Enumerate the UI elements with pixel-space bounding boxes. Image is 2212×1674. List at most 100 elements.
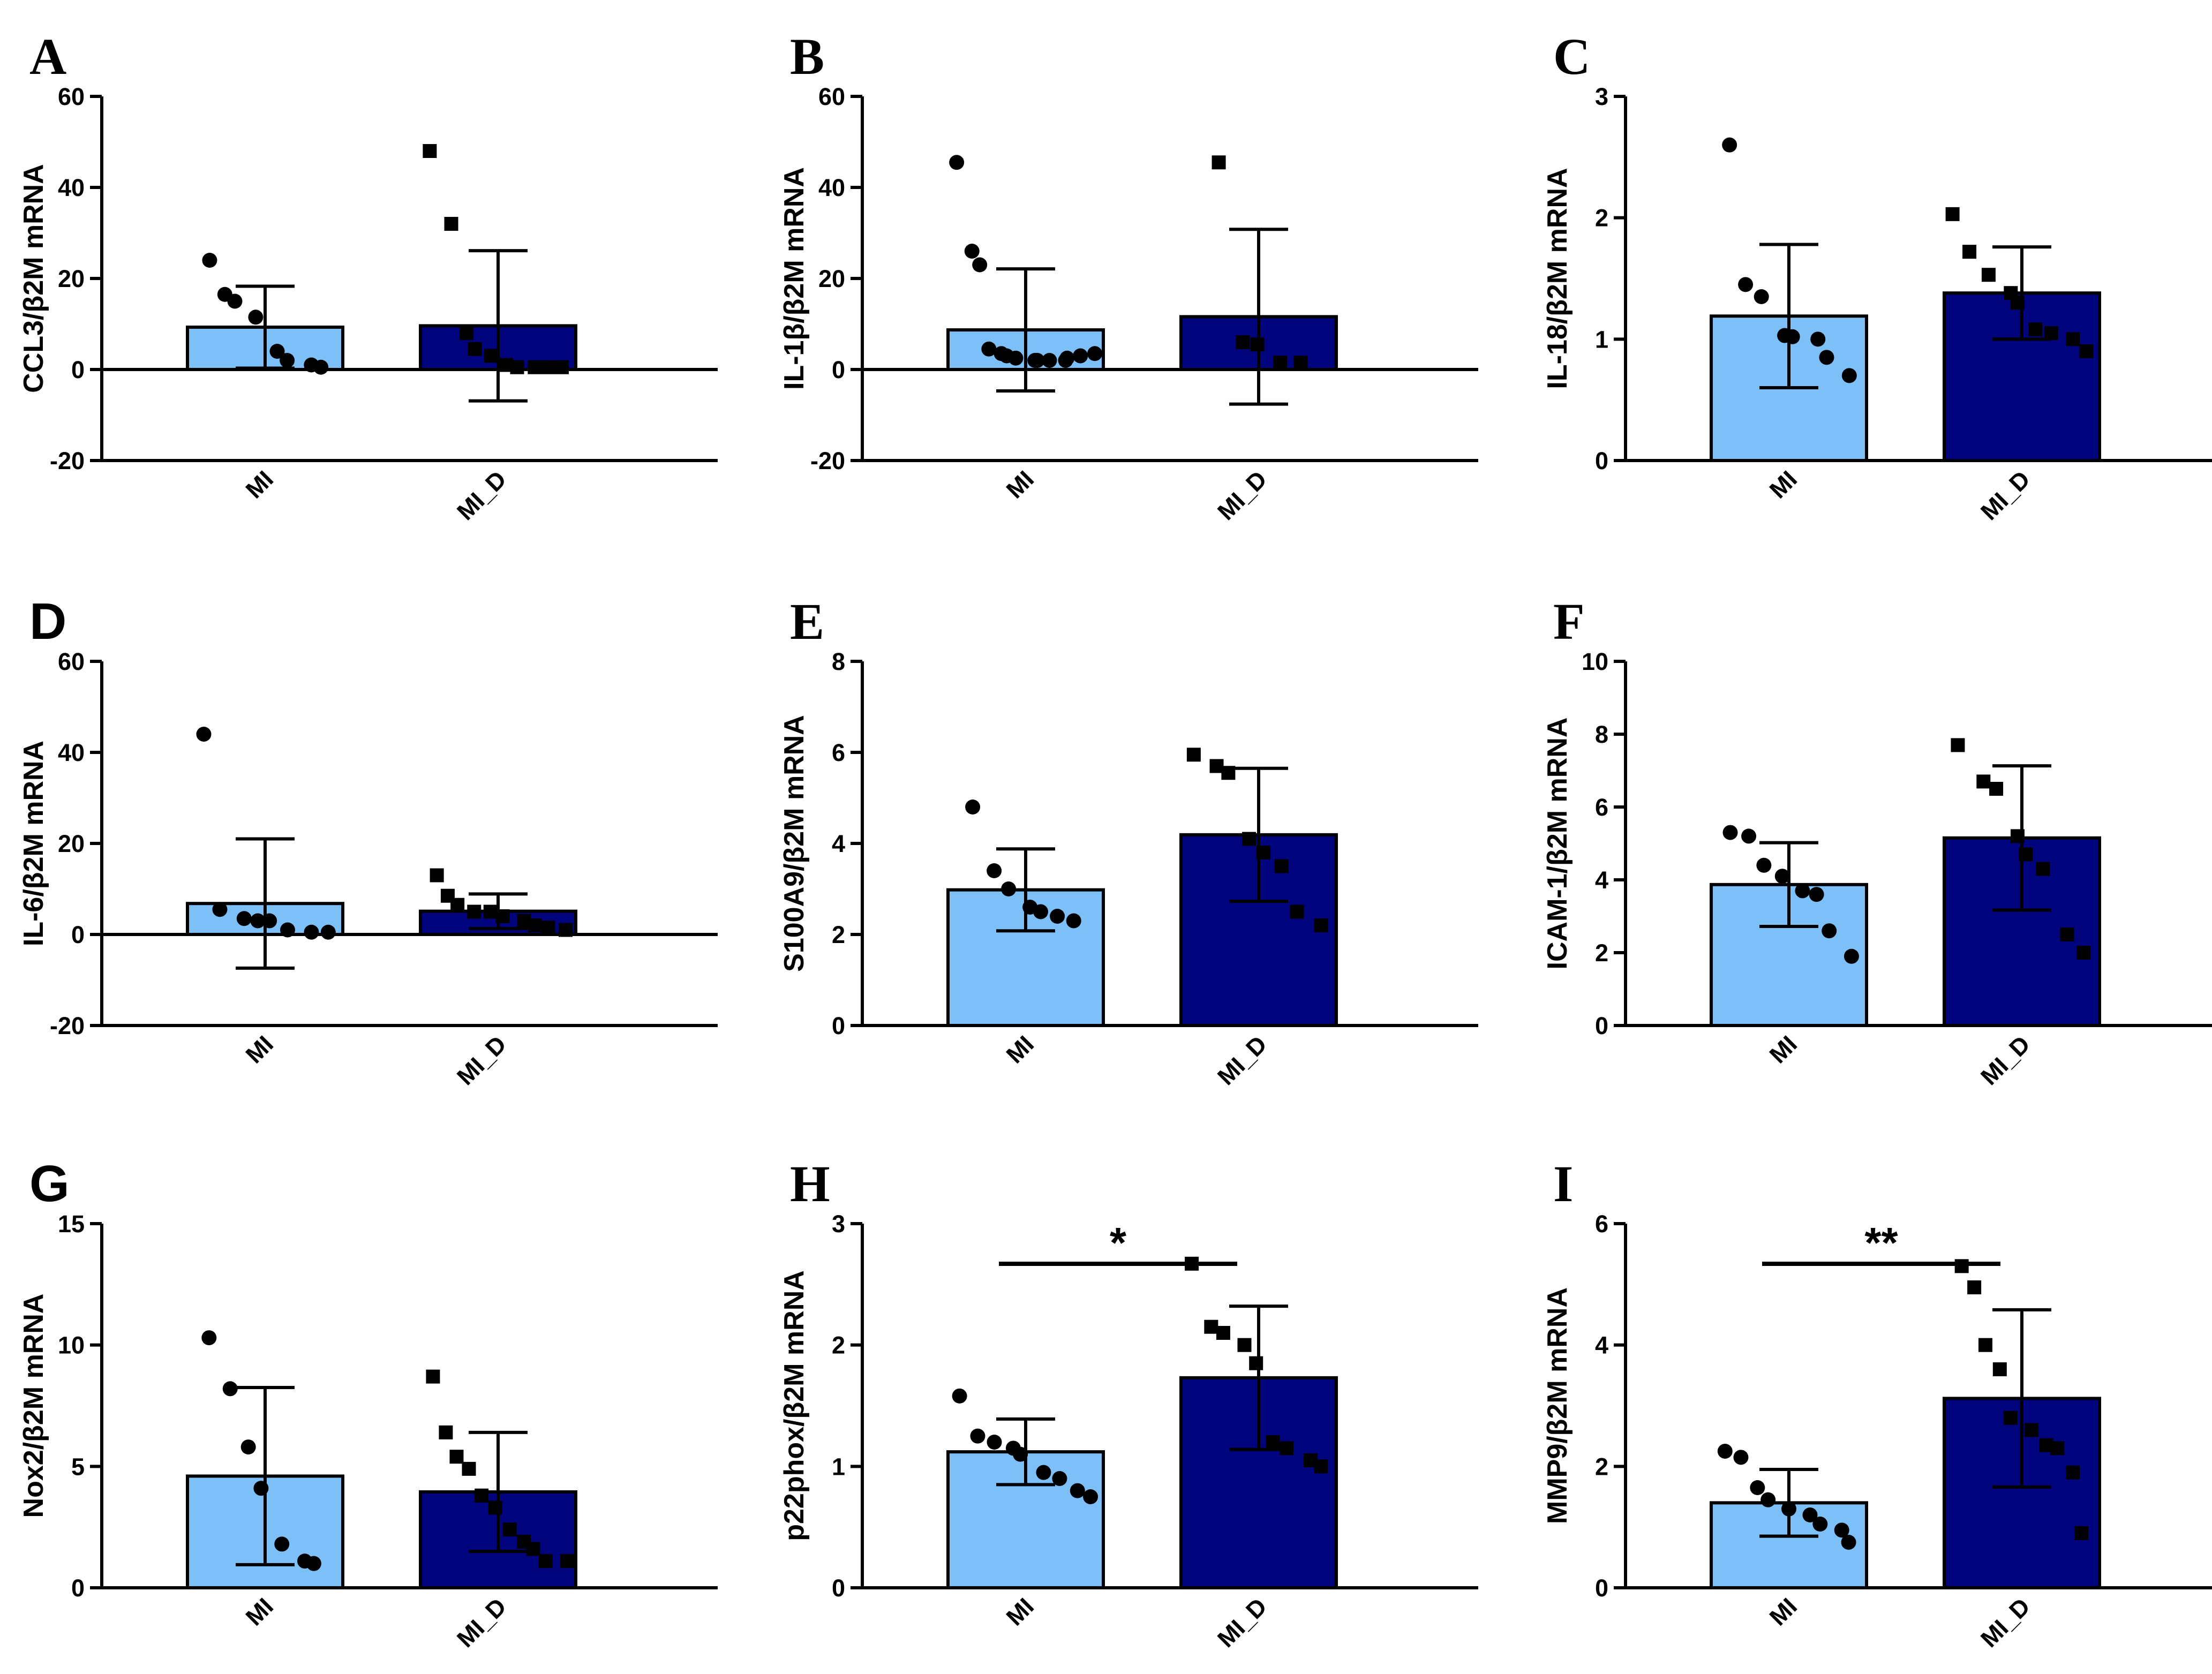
data-point-circle: [222, 1381, 238, 1397]
data-point-circle: [965, 800, 981, 815]
y-tick-label: 0: [832, 356, 845, 383]
y-axis-label: ICAM-1/β2M mRNA: [1542, 718, 1573, 970]
data-point-circle: [1738, 277, 1754, 292]
data-point-circle: [972, 257, 988, 273]
data-point-square: [1945, 207, 1960, 221]
data-point-square: [541, 921, 555, 935]
data-point-circle: [987, 863, 1002, 878]
data-point-square: [2076, 946, 2090, 960]
data-point-circle: [1008, 350, 1024, 366]
data-point-circle: [987, 1435, 1002, 1450]
x-category-label: MI: [1001, 1593, 1039, 1631]
data-point-square: [558, 923, 573, 937]
data-point-circle: [212, 902, 228, 917]
data-point-circle: [250, 913, 266, 929]
data-point-circle: [1802, 1507, 1818, 1522]
data-point-square: [2066, 332, 2080, 346]
x-category-label: MI_D: [452, 1593, 511, 1653]
y-tick-label: -20: [50, 1012, 85, 1039]
data-point-square: [526, 1542, 540, 1556]
y-tick-label: 60: [818, 83, 845, 110]
y-tick-label: 1: [1595, 326, 1608, 353]
x-category-label: MI: [240, 465, 279, 503]
x-category-label: MI: [240, 1593, 279, 1631]
data-point-square: [2028, 322, 2043, 337]
data-point-circle: [1052, 1471, 1067, 1486]
data-point-square: [1266, 1435, 1280, 1449]
data-point-circle: [269, 344, 285, 359]
data-point-square: [450, 898, 465, 912]
y-tick-label: 4: [832, 830, 845, 857]
data-point-square: [2003, 1411, 2018, 1425]
x-category-label: MI_D: [1975, 1593, 2035, 1653]
data-point-square: [1951, 738, 1965, 752]
data-point-circle: [1050, 909, 1065, 924]
data-point-circle: [1033, 904, 1049, 919]
panel-letter: H: [790, 1155, 830, 1212]
data-point-square: [1249, 1356, 1263, 1370]
panel-d: D IL-6/β2M mRNA -20 0 20 40 60 MI MI_D: [18, 593, 718, 1090]
data-point-circle: [1760, 1492, 1776, 1507]
data-point-square: [1186, 748, 1201, 762]
data-point-circle: [952, 1388, 967, 1404]
data-point-square: [484, 349, 498, 363]
data-point-square: [2010, 296, 2025, 310]
data-point-circle: [1774, 869, 1790, 884]
data-point-circle: [981, 341, 997, 357]
data-point-circle: [1036, 1465, 1051, 1480]
data-point-circle: [1087, 346, 1103, 361]
data-point-square: [1237, 1338, 1252, 1352]
x-category-label: MI: [1764, 1030, 1802, 1068]
y-tick-label: 5: [71, 1453, 85, 1480]
panel-c: C IL-18/β2M mRNA 0 1 2 3 MI MI_D: [1542, 28, 2212, 525]
data-point-circle: [1042, 353, 1057, 368]
panel-letter: I: [1553, 1155, 1573, 1212]
data-point-square: [495, 909, 510, 923]
y-tick-label: 15: [58, 1210, 85, 1238]
data-point-circle: [1741, 828, 1757, 844]
y-tick-label: 10: [58, 1332, 85, 1359]
y-tick-label: 60: [58, 83, 85, 110]
y-tick-label: 0: [71, 1574, 85, 1602]
y-tick-label: 0: [1595, 1574, 1608, 1602]
data-point-square: [560, 1554, 575, 1569]
data-point-circle: [320, 924, 336, 940]
panel-letter: E: [790, 593, 824, 650]
y-tick-label: 4: [1595, 1332, 1608, 1359]
data-point-circle: [280, 922, 295, 938]
panel-a: A CCL3/β2M mRNA -20 0 20 40 60 MI MI_D: [18, 28, 718, 525]
data-point-square: [1314, 918, 1328, 932]
data-point-square: [2010, 829, 2025, 843]
data-point-square: [430, 868, 444, 883]
y-axis-label: MMP9/β2M mRNA: [1542, 1287, 1573, 1524]
data-point-square: [483, 904, 498, 919]
data-point-square: [555, 360, 569, 374]
data-point-circle: [304, 924, 319, 940]
panel-i: I MMP9/β2M mRNA 0 2 4 6 MI MI_D **: [1542, 1155, 2212, 1653]
y-tick-label: 8: [832, 648, 845, 675]
y-tick-label: 3: [1595, 83, 1608, 110]
data-point-circle: [1754, 289, 1769, 304]
data-point-square: [1290, 904, 1304, 919]
significance-label: **: [1864, 1219, 1898, 1266]
data-point-square: [1204, 1319, 1218, 1334]
data-point-square: [475, 1488, 489, 1503]
data-point-square: [2074, 1526, 2089, 1540]
data-point-circle: [1844, 948, 1859, 964]
data-point-square: [1313, 1459, 1328, 1474]
data-point-square: [1279, 1441, 1293, 1456]
y-tick-label: 40: [58, 174, 85, 201]
y-axis-label: Nox2/β2M mRNA: [18, 1294, 49, 1518]
data-point-circle: [1070, 1483, 1085, 1498]
x-category-label: MI_D: [1975, 1030, 2035, 1090]
data-point-circle: [1073, 348, 1088, 364]
y-axis-label: IL-1β/β2M mRNA: [779, 167, 810, 390]
y-tick-label: 2: [832, 1332, 845, 1359]
data-point-square: [2025, 1423, 2039, 1437]
x-category-label: MI_D: [1975, 465, 2035, 525]
data-point-square: [2036, 862, 2050, 876]
y-tick-label: 6: [832, 739, 845, 766]
data-point-square: [2050, 1441, 2065, 1456]
